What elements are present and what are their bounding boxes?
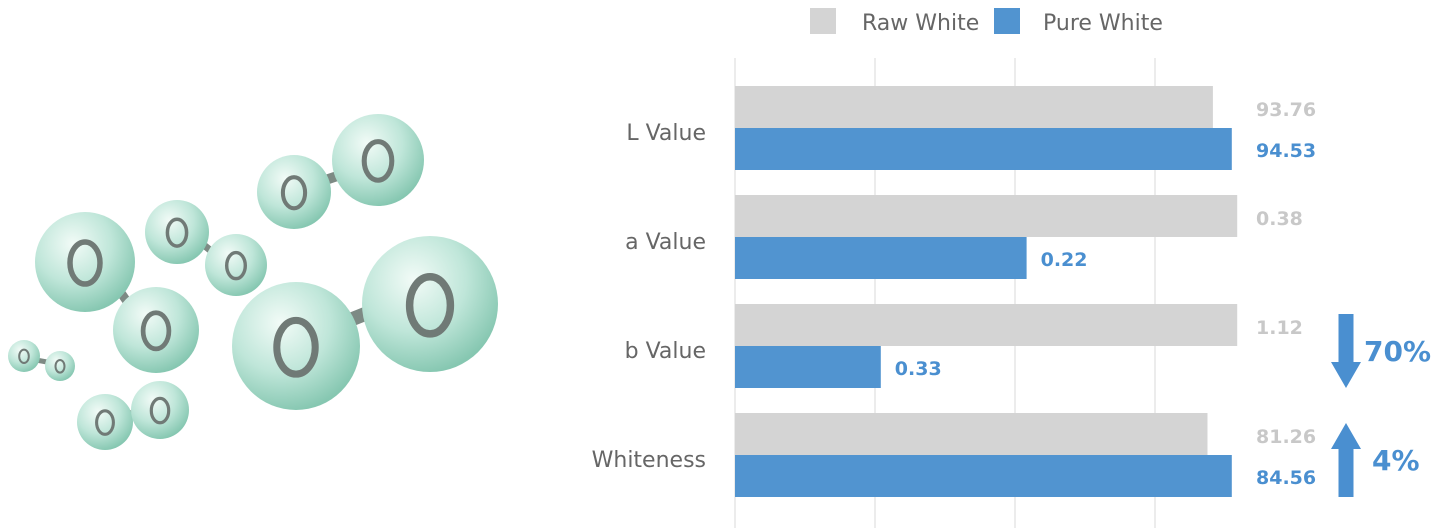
legend-label-raw-white: Raw White — [862, 11, 979, 36]
value-label-raw: 93.76 — [1256, 99, 1316, 121]
legend-swatch-raw-white — [810, 8, 836, 34]
oxygen-atom — [131, 381, 189, 439]
change-annotations: 70% 4% — [1331, 314, 1431, 497]
change-label: 4% — [1372, 444, 1420, 477]
chart-legend: Raw White Pure White — [810, 8, 1163, 36]
oxygen-atom — [35, 212, 135, 312]
bar-pure-white — [735, 346, 881, 388]
legend-swatch-pure-white — [994, 8, 1020, 34]
value-label-pure: 0.33 — [895, 358, 942, 380]
bars — [735, 86, 1238, 497]
bar-pure-white — [735, 128, 1232, 170]
oxygen-atom — [205, 234, 267, 296]
value-label-raw: 1.12 — [1256, 317, 1303, 339]
category-labels: L Value a Value b Value Whiteness — [592, 121, 706, 473]
category-label: b Value — [625, 339, 706, 364]
category-label: L Value — [626, 121, 706, 146]
value-label-pure: 84.56 — [1256, 467, 1316, 489]
bar-pure-white — [735, 237, 1027, 279]
bar-raw-white — [735, 304, 1238, 346]
oxygen-atom — [8, 340, 40, 372]
oxygen-atom — [232, 282, 360, 410]
bar-raw-white — [735, 86, 1213, 128]
value-labels: 93.76 94.53 0.38 0.22 1.12 0.33 81.26 84.56 — [895, 99, 1316, 489]
value-label-pure: 0.22 — [1041, 249, 1088, 271]
arrow-up-icon — [1331, 423, 1361, 497]
oxygen-atom — [77, 394, 133, 450]
category-label: a Value — [625, 230, 706, 255]
arrow-down-icon — [1331, 314, 1361, 388]
value-label-raw: 81.26 — [1256, 426, 1316, 448]
oxygen-atom — [332, 114, 424, 206]
legend-label-pure-white: Pure White — [1043, 11, 1163, 36]
value-label-pure: 94.53 — [1256, 140, 1316, 162]
category-label: Whiteness — [592, 448, 706, 473]
oxygen-molecule-illustration — [8, 114, 498, 450]
bar-raw-white — [735, 413, 1208, 455]
change-label: 70% — [1364, 335, 1431, 368]
oxygen-atom — [45, 351, 75, 381]
bar-pure-white — [735, 455, 1232, 497]
oxygen-atom — [113, 287, 199, 373]
value-label-raw: 0.38 — [1256, 208, 1303, 230]
bar-raw-white — [735, 195, 1238, 237]
oxygen-atom — [257, 155, 331, 229]
oxygen-atom — [145, 200, 209, 264]
oxygen-atom — [362, 236, 498, 372]
